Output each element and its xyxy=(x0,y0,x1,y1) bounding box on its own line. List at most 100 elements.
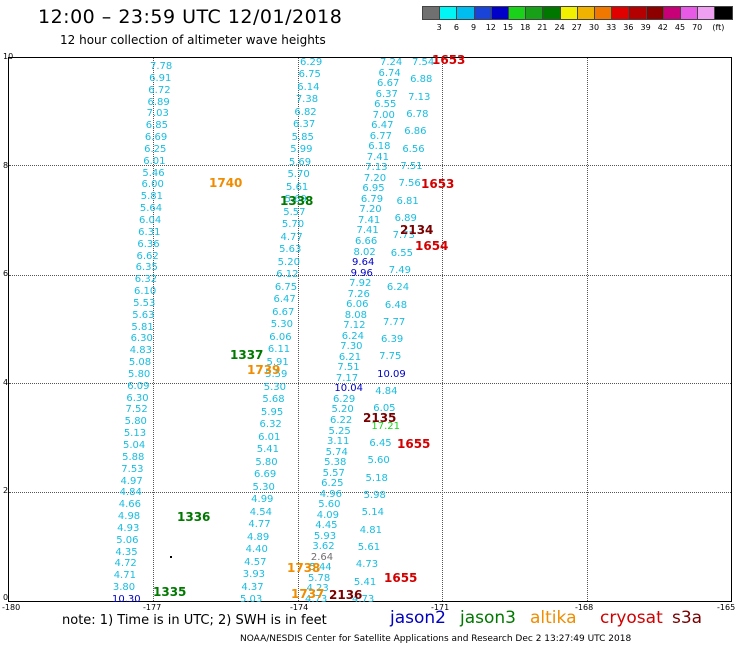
wave-height-value: 6.37 xyxy=(375,88,398,100)
x-tick-label: -180 xyxy=(2,603,21,612)
wave-height-value: 5.80 xyxy=(128,368,151,380)
legend-cryosat: cryosat xyxy=(600,608,663,628)
wave-height-value: 6.06 xyxy=(269,331,292,343)
wave-height-value: 6.89 xyxy=(147,96,170,108)
wave-height-value: 6.69 xyxy=(253,469,277,481)
y-tick-label: 8 xyxy=(3,161,9,170)
grid-line-horizontal xyxy=(9,492,731,493)
wave-height-value: 7.51 xyxy=(400,160,423,172)
pass-time-label: 1655 xyxy=(397,437,431,451)
pass-time-label: 1655 xyxy=(384,571,418,585)
wave-height-value: 6.10 xyxy=(133,286,157,298)
grid-line-horizontal xyxy=(9,165,731,166)
wave-height-value: 6.24 xyxy=(341,330,365,342)
wave-height-value: 6.01 xyxy=(258,431,281,443)
wave-height-value: 4.81 xyxy=(359,524,382,536)
color-scale-swatch xyxy=(628,6,647,20)
wave-height-value: 7.30 xyxy=(340,341,363,353)
wave-height-value: 5.61 xyxy=(286,181,309,193)
grid-line-horizontal xyxy=(9,275,731,276)
y-tick-label: 4 xyxy=(3,378,9,387)
wave-height-value: 6.30 xyxy=(126,392,149,404)
wave-height-value: 6.29 xyxy=(332,393,356,405)
wave-height-value: 6.25 xyxy=(321,478,344,490)
map-frame xyxy=(8,57,732,602)
color-scale-swatch xyxy=(473,6,492,20)
wave-height-value: 7.17 xyxy=(335,372,359,384)
wave-height-value: 6.21 xyxy=(338,351,362,363)
pass-time-label: 1336 xyxy=(177,510,211,524)
color-scale-label: 27 xyxy=(571,23,582,32)
wave-height-value: 4.84 xyxy=(119,487,142,499)
wave-height-value: 5.41 xyxy=(353,576,377,588)
wave-height-value: 5.57 xyxy=(322,467,345,479)
wave-height-value: 4.98 xyxy=(117,511,141,523)
wave-height-value: 5.59 xyxy=(265,369,288,381)
pass-time-label: 1653 xyxy=(432,53,466,67)
wave-height-value: 10.30 xyxy=(112,594,141,605)
color-scale-swatch xyxy=(697,6,716,20)
legend-jason2: jason2 xyxy=(390,608,446,628)
wave-height-value: 4.40 xyxy=(245,544,268,556)
color-scale-swatch xyxy=(439,6,458,20)
wave-height-value: 5.80 xyxy=(255,456,278,468)
wave-height-value: 5.06 xyxy=(116,534,139,546)
wave-height-value: 7.12 xyxy=(343,320,366,332)
wave-height-value: 5.88 xyxy=(122,451,145,463)
wave-height-value: 4.71 xyxy=(113,570,136,582)
grid-line-vertical xyxy=(587,58,588,601)
pass-time-label: 1738 xyxy=(287,561,321,575)
wave-height-value: 6.22 xyxy=(330,415,353,426)
color-scale-swatch xyxy=(542,6,561,20)
wave-height-value: 3.11 xyxy=(327,436,350,448)
wave-height-value: 5.41 xyxy=(256,444,279,456)
wave-height-value: 5.70 xyxy=(281,219,305,231)
wave-height-value: 7.13 xyxy=(365,162,388,174)
wave-height-value: 7.53 xyxy=(121,463,144,475)
y-tick-label: 2 xyxy=(3,486,9,495)
wave-height-value: 7.52 xyxy=(125,404,148,416)
wave-height-value: 7.24 xyxy=(380,57,403,68)
wave-height-value: 6.78 xyxy=(406,108,429,120)
wave-height-value: 4.99 xyxy=(251,494,274,506)
color-scale-label: 6 xyxy=(453,23,459,32)
wave-height-value: 6.62 xyxy=(136,250,159,262)
wave-height-value: 6.88 xyxy=(410,74,433,86)
wave-height-value: 7.51 xyxy=(337,362,360,374)
wave-height-value: 4.93 xyxy=(117,522,140,534)
wave-height-value: 4.77 xyxy=(248,519,271,531)
pass-time-label: 2135 xyxy=(363,411,397,425)
wave-height-value: 10.04 xyxy=(334,383,364,395)
x-tick-label: -177 xyxy=(143,603,162,612)
wave-height-value: 4.77 xyxy=(280,231,303,243)
wave-height-value: 6.47 xyxy=(273,294,296,306)
wave-height-value: 7.78 xyxy=(150,61,173,72)
pass-time-label: 2134 xyxy=(400,223,434,237)
wave-height-value: 6.14 xyxy=(297,81,320,93)
wave-height-value: 8.08 xyxy=(344,309,367,321)
wave-height-value: 6.86 xyxy=(404,126,427,138)
wave-height-value: 7.41 xyxy=(356,225,379,237)
wave-height-value: 5.30 xyxy=(252,481,275,493)
wave-height-value: 4.54 xyxy=(249,506,273,518)
wave-height-value: 5.99 xyxy=(290,144,313,156)
wave-height-value: 6.00 xyxy=(141,179,164,191)
wave-height-value: 6.67 xyxy=(377,78,400,90)
wave-height-value: 6.66 xyxy=(355,236,378,247)
pass-time-label: 2136 xyxy=(329,588,363,602)
wave-height-value: 6.77 xyxy=(369,130,392,142)
pass-time-label: 1335 xyxy=(153,585,187,599)
color-scale-label: 9 xyxy=(471,23,477,32)
wave-height-value: 6.91 xyxy=(149,72,172,84)
wave-height-value: 6.05 xyxy=(373,403,396,415)
wave-height-value: 5.38 xyxy=(324,457,347,469)
pass-time-label: 1653 xyxy=(421,177,455,191)
wave-height-value: 6.39 xyxy=(381,334,404,346)
wave-height-value: 6.32 xyxy=(259,419,282,431)
wave-height-value: 4.45 xyxy=(315,520,338,532)
color-scale-swatch xyxy=(422,6,441,20)
color-scale-label: 30 xyxy=(588,23,600,32)
color-scale-label: 39 xyxy=(640,23,651,32)
grid-line-vertical xyxy=(298,58,299,601)
